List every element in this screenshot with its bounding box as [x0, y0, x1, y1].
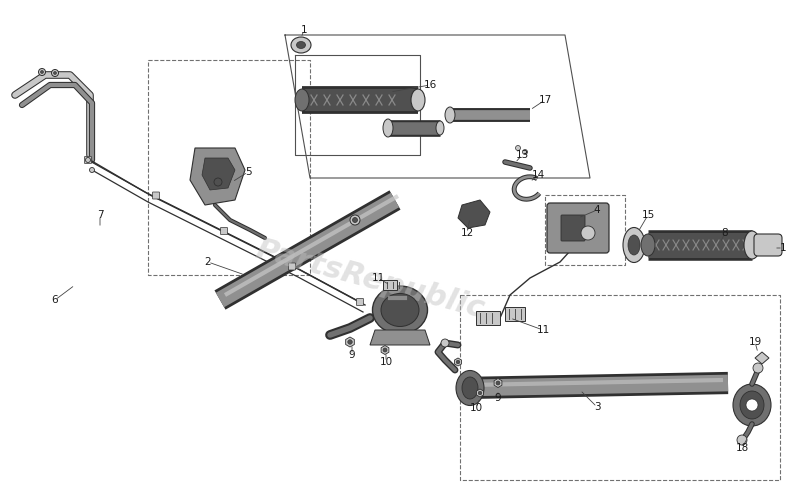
FancyBboxPatch shape: [754, 234, 782, 256]
FancyBboxPatch shape: [289, 263, 295, 270]
Circle shape: [350, 215, 360, 225]
Polygon shape: [346, 337, 354, 347]
FancyBboxPatch shape: [547, 203, 609, 253]
Circle shape: [456, 360, 460, 364]
Ellipse shape: [436, 121, 444, 135]
Polygon shape: [458, 200, 490, 228]
Circle shape: [214, 178, 222, 186]
Ellipse shape: [373, 286, 427, 334]
Text: 8: 8: [722, 228, 728, 238]
Circle shape: [478, 391, 482, 395]
Text: 3: 3: [594, 402, 600, 412]
Ellipse shape: [295, 89, 309, 111]
Text: 15: 15: [642, 210, 654, 220]
Circle shape: [41, 71, 43, 73]
Ellipse shape: [297, 42, 306, 49]
FancyBboxPatch shape: [505, 307, 525, 321]
Circle shape: [496, 381, 500, 385]
Text: 17: 17: [538, 95, 552, 105]
FancyBboxPatch shape: [383, 280, 397, 290]
Text: PartsRepublic: PartsRepublic: [252, 236, 488, 324]
Circle shape: [441, 339, 449, 347]
Circle shape: [86, 157, 90, 163]
FancyBboxPatch shape: [476, 311, 500, 325]
Circle shape: [348, 340, 352, 344]
Circle shape: [746, 399, 758, 411]
Circle shape: [54, 72, 57, 74]
FancyBboxPatch shape: [221, 227, 227, 235]
Circle shape: [753, 363, 763, 373]
Text: 11: 11: [536, 325, 550, 335]
Circle shape: [383, 348, 387, 352]
Text: 6: 6: [52, 295, 58, 305]
Text: 10: 10: [470, 403, 482, 413]
Polygon shape: [454, 358, 462, 366]
Ellipse shape: [383, 119, 393, 137]
Circle shape: [51, 70, 58, 76]
Ellipse shape: [740, 391, 764, 419]
FancyBboxPatch shape: [85, 156, 91, 164]
Text: 13: 13: [515, 150, 529, 160]
Ellipse shape: [623, 227, 645, 263]
Text: 10: 10: [379, 357, 393, 367]
Text: 11: 11: [371, 273, 385, 283]
Text: 16: 16: [423, 80, 437, 90]
Text: 1: 1: [301, 25, 307, 35]
Circle shape: [515, 146, 521, 150]
Ellipse shape: [733, 384, 771, 426]
Polygon shape: [477, 389, 483, 397]
FancyBboxPatch shape: [561, 215, 585, 241]
Ellipse shape: [462, 377, 478, 399]
Circle shape: [522, 149, 527, 154]
Text: 7: 7: [97, 210, 103, 220]
Circle shape: [353, 218, 358, 222]
Ellipse shape: [291, 37, 311, 53]
Ellipse shape: [628, 235, 640, 255]
Text: 2: 2: [205, 257, 211, 267]
Ellipse shape: [411, 89, 425, 111]
Circle shape: [581, 226, 595, 240]
Circle shape: [737, 435, 747, 445]
Polygon shape: [370, 330, 430, 345]
Ellipse shape: [456, 370, 484, 406]
Text: 14: 14: [531, 170, 545, 180]
Text: 9: 9: [349, 350, 355, 360]
Text: 18: 18: [735, 443, 749, 453]
Circle shape: [38, 69, 46, 75]
Circle shape: [90, 168, 94, 172]
Ellipse shape: [641, 234, 655, 256]
Text: 4: 4: [594, 205, 600, 215]
Ellipse shape: [381, 294, 419, 326]
FancyBboxPatch shape: [153, 192, 159, 199]
FancyBboxPatch shape: [357, 298, 363, 305]
Polygon shape: [190, 148, 245, 205]
Text: 5: 5: [245, 167, 251, 177]
Polygon shape: [755, 352, 769, 364]
Text: 9: 9: [494, 393, 502, 403]
Text: 19: 19: [748, 337, 762, 347]
Polygon shape: [381, 345, 389, 354]
Polygon shape: [202, 158, 235, 190]
Text: 1: 1: [780, 243, 786, 253]
Ellipse shape: [445, 107, 455, 123]
Text: 12: 12: [460, 228, 474, 238]
Ellipse shape: [744, 231, 760, 259]
Polygon shape: [494, 378, 502, 388]
